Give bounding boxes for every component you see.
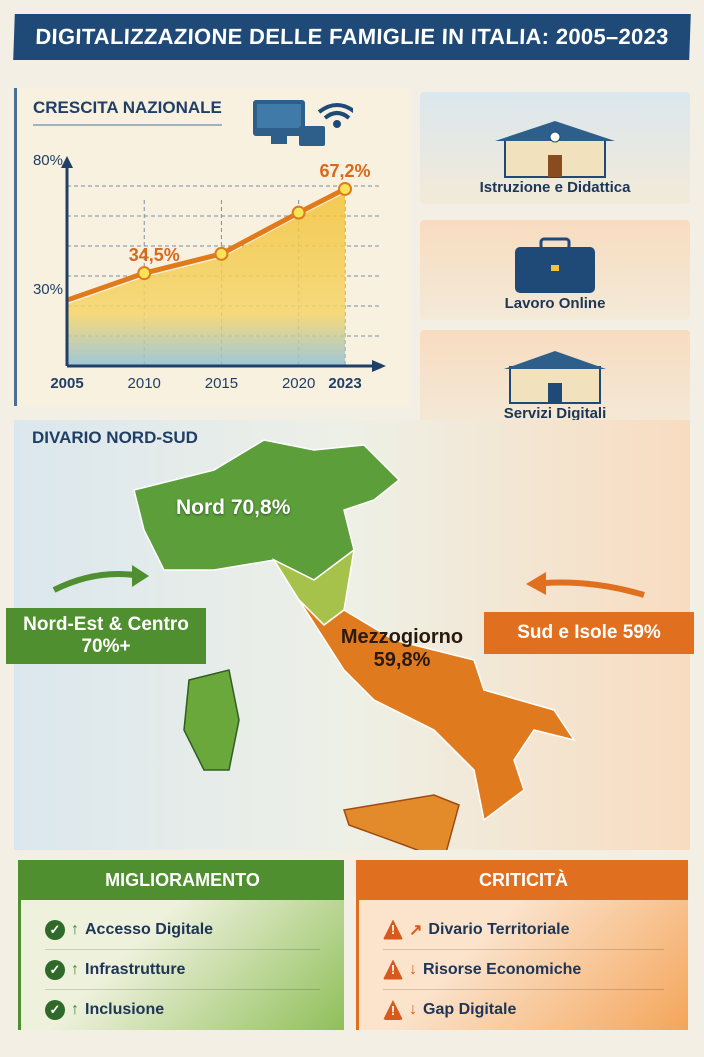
map-panel: DIVARIO NORD-SUD Nord 70,8% Mezzogiorno 5…	[6, 420, 694, 850]
item-label: Infrastrutture	[85, 960, 186, 978]
item-label: Inclusione	[85, 1001, 165, 1018]
data-label: 34,5%	[129, 245, 180, 265]
italy-map	[52, 439, 645, 850]
data-label: 67,2%	[319, 161, 370, 181]
data-point	[291, 205, 306, 220]
y-tick-label: 80%	[33, 152, 63, 169]
critical-title: CRITICITÀ	[359, 860, 688, 900]
item-label: Risorse Economiche	[423, 960, 582, 978]
area-fill	[67, 192, 345, 366]
growth-title: CRESCITA NAZIONALE	[33, 98, 222, 126]
arrow-up-icon: ↑	[71, 920, 79, 938]
data-point	[338, 181, 352, 196]
region-sardegna	[183, 669, 240, 771]
data-point	[137, 266, 152, 281]
data-point	[214, 246, 229, 261]
arrow-up-icon: ↑	[71, 1001, 79, 1018]
arrow-up-icon: ↑	[71, 960, 79, 978]
y-tick-label: 30%	[33, 281, 63, 298]
x-tick-label: 2005	[50, 375, 83, 392]
tag-sud: Sud e Isole 59%	[484, 612, 694, 654]
x-tick-label: 2020	[282, 375, 315, 392]
tag-nordest-name: Nord-Est & Centro	[23, 614, 189, 635]
x-tick-label: 2015	[205, 375, 238, 392]
map-title: DIVARIO NORD-SUD	[32, 428, 198, 447]
tag-nordest-value: 70%+	[81, 636, 131, 657]
tag-nordest: Nord-Est & Centro 70%+	[6, 608, 206, 664]
improve-panel: MIGLIORAMENTO ✓ ↑ Accesso Digitale ✓ ↑ Infras…	[18, 860, 344, 1030]
page-title: DIGITALIZZAZIONE DELLE FAMIGLIE IN ITALI…	[13, 14, 691, 60]
check-icon: ✓	[45, 919, 65, 940]
item-label: Accesso Digitale	[85, 920, 214, 938]
critical-item: ! ↗ Divario Territoriale	[383, 910, 664, 950]
card-label: Servizi Digitali	[503, 405, 607, 422]
y-axis-arrow	[61, 156, 73, 168]
critical-panel: CRITICITÀ ! ↗ Divario Territoriale! ↓ Risors…	[356, 860, 688, 1030]
card-servizi: Servizi Digitali	[420, 330, 690, 430]
school-icon	[495, 121, 615, 178]
x-axis-arrow	[372, 360, 386, 372]
region-mezzogiorno	[298, 599, 576, 822]
improve-item: ✓ ↑ Accesso Digitale	[45, 910, 320, 950]
improve-item: ✓ ↑ Inclusione	[45, 990, 320, 1030]
arrow-up-icon: ↗	[409, 921, 423, 939]
arrow-left-icon	[52, 571, 135, 593]
check-icon: ✓	[45, 1000, 65, 1020]
warning-icon: !	[383, 919, 403, 940]
x-tick-label: 2010	[128, 375, 161, 392]
check-icon: ✓	[45, 959, 65, 980]
arrow-down-icon: ↓	[409, 1001, 417, 1018]
label-mezzogiorno-name: Mezzogiorno	[340, 626, 464, 648]
arrow-down-icon: ↓	[409, 960, 417, 978]
x-tick-label: 2023	[328, 375, 361, 392]
item-label: Divario Territoriale	[428, 920, 570, 938]
region-nord	[133, 439, 401, 581]
label-mezzogiorno-value: 59,8%	[373, 649, 431, 671]
wifi-icon	[317, 103, 353, 128]
briefcase-icon	[515, 237, 595, 293]
card-lavoro: Lavoro Online	[420, 220, 690, 320]
card-label: Lavoro Online	[504, 295, 606, 312]
item-label: Gap Digitale	[423, 1001, 517, 1018]
growth-chart: 2005 2010 2015 2020 2023 30% 80% 34,5% 67,2%	[33, 152, 386, 392]
critical-item: ! ↓ Risorse Economiche	[383, 950, 664, 990]
region-sicilia	[343, 794, 460, 850]
arrow-right-icon	[543, 579, 645, 598]
improve-title: MIGLIORAMENTO	[21, 860, 344, 900]
warning-icon: !	[383, 1000, 403, 1020]
computer-icon	[253, 100, 325, 146]
label-mezzogiorno: Mezzogiorno 59,8%	[332, 626, 472, 672]
building-icon	[504, 351, 606, 404]
critical-item: ! ↓ Gap Digitale	[383, 990, 664, 1030]
label-nord: Nord 70,8%	[176, 496, 291, 519]
warning-icon: !	[383, 959, 403, 980]
card-istruzione: Istruzione e Didattica	[420, 92, 690, 204]
card-label: Istruzione e Didattica	[479, 179, 631, 196]
computer-wifi-icons	[253, 100, 353, 146]
improve-item: ✓ ↑ Infrastrutture	[45, 950, 320, 990]
